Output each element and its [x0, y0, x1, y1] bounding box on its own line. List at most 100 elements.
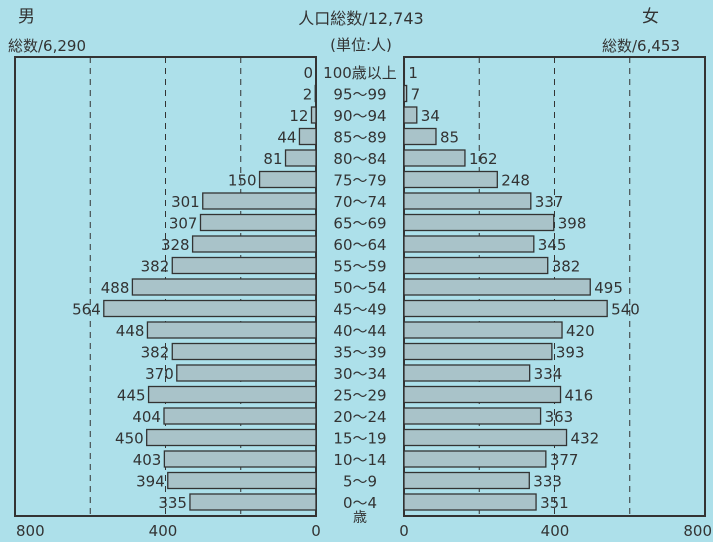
- male-label: 男: [18, 7, 35, 27]
- male-bar: [131, 278, 317, 296]
- female-total: 総数/6,453: [602, 37, 680, 55]
- female-axis-tick-label: 800: [683, 522, 712, 540]
- labels: 0 1 100歳以上 2 7 95〜99 12 34 90〜94 44 85 85〜89 81 162 80…: [16, 64, 712, 540]
- female-value-label: 495: [594, 279, 623, 297]
- male-value-label: 488: [101, 279, 130, 297]
- age-group-label: 80〜84: [333, 150, 386, 168]
- female-value-label: 398: [558, 215, 587, 233]
- age-group-label: 5〜9: [343, 473, 377, 491]
- female-value-label: 540: [611, 301, 640, 319]
- male-value-label: 301: [171, 193, 200, 211]
- age-group-label: 65〜69: [333, 215, 386, 233]
- female-bar: [403, 278, 591, 296]
- male-value-label: 404: [132, 408, 161, 426]
- female-axis-tick-label: 400: [541, 522, 570, 540]
- male-bar: [171, 342, 317, 361]
- male-value-label: 150: [228, 172, 257, 190]
- female-bar: [403, 342, 553, 361]
- female-bar: [403, 235, 535, 253]
- female-bar: [403, 321, 563, 339]
- age-group-label: 40〜44: [333, 322, 386, 340]
- female-value-label: 34: [421, 107, 440, 125]
- male-value-label: 335: [158, 494, 187, 512]
- female-bar: [403, 213, 555, 232]
- male-value-label: 382: [141, 344, 170, 362]
- female-bar: [403, 450, 547, 468]
- male-value-label: 403: [133, 451, 162, 469]
- female-value-label: 248: [501, 172, 530, 190]
- female-value-label: 420: [566, 322, 595, 340]
- female-bar: [403, 493, 537, 511]
- female-value-label: 162: [469, 150, 498, 168]
- male-value-label: 307: [169, 215, 198, 233]
- male-bar: [163, 407, 317, 425]
- female-value-label: 416: [565, 387, 594, 405]
- age-group-label: 85〜89: [333, 129, 386, 147]
- male-bar: [189, 493, 317, 511]
- age-group-label: 60〜64: [333, 236, 386, 254]
- male-bar: [191, 235, 317, 253]
- female-bar: [403, 256, 549, 275]
- age-group-label: 75〜79: [333, 172, 386, 190]
- chart-title: 人口総数/12,743: [298, 9, 423, 28]
- age-group-label: 70〜74: [333, 193, 386, 211]
- female-bar: [403, 127, 437, 146]
- female-value-label: 377: [550, 451, 579, 469]
- male-bar: [176, 364, 317, 382]
- female-label: 女: [642, 7, 659, 27]
- bars: [103, 63, 608, 511]
- female-bar: [403, 385, 562, 404]
- female-value-label: 432: [571, 430, 600, 448]
- age-group-label: 55〜59: [333, 258, 386, 276]
- female-bar: [403, 299, 608, 318]
- male-bar: [167, 471, 317, 490]
- female-bar: [403, 407, 542, 425]
- age-group-label: 20〜24: [333, 408, 386, 426]
- male-bar: [284, 149, 317, 167]
- male-axis-tick-label: 0: [311, 522, 321, 540]
- male-value-label: 382: [141, 258, 170, 276]
- male-bar: [163, 450, 317, 468]
- female-value-label: 393: [556, 344, 585, 362]
- age-group-label: 10〜14: [333, 451, 386, 469]
- male-value-label: 12: [289, 107, 308, 125]
- male-value-label: 44: [277, 129, 296, 147]
- female-value-label: 337: [535, 193, 564, 211]
- female-bar: [403, 106, 418, 124]
- female-value-label: 351: [540, 494, 569, 512]
- male-axis-tick-label: 800: [16, 522, 45, 540]
- female-axis-tick-label: 0: [399, 522, 409, 540]
- male-bar: [199, 213, 317, 232]
- female-value-label: 333: [533, 473, 562, 491]
- male-bar: [147, 385, 317, 404]
- male-bar: [171, 256, 317, 275]
- male-value-label: 448: [116, 322, 145, 340]
- age-group-label: 50〜54: [333, 279, 386, 297]
- male-value-label: 2: [303, 86, 313, 104]
- age-group-label: 45〜49: [333, 301, 386, 319]
- male-value-label: 81: [263, 150, 282, 168]
- age-group-label: 95〜99: [333, 86, 386, 104]
- female-value-label: 1: [408, 64, 418, 82]
- male-value-label: 370: [145, 365, 174, 383]
- male-total: 総数/6,290: [8, 37, 86, 55]
- chart-subtitle: (単位:人): [330, 36, 392, 54]
- male-value-label: 450: [115, 430, 144, 448]
- male-value-label: 394: [136, 473, 165, 491]
- female-value-label: 85: [440, 129, 459, 147]
- male-value-label: 445: [117, 387, 146, 405]
- male-bar: [258, 170, 317, 189]
- female-bar: [403, 428, 568, 447]
- age-group-label: 30〜34: [333, 365, 386, 383]
- age-group-label: 100歳以上: [323, 64, 397, 82]
- age-group-label: 15〜19: [333, 430, 386, 448]
- male-bar: [146, 321, 317, 339]
- male-bar: [310, 106, 317, 124]
- female-bar: [403, 170, 498, 189]
- male-value-label: 0: [303, 64, 313, 82]
- age-group-label: 90〜94: [333, 107, 386, 125]
- age-group-label: 25〜29: [333, 387, 386, 405]
- female-value-label: 345: [538, 236, 567, 254]
- female-bar: [403, 192, 532, 210]
